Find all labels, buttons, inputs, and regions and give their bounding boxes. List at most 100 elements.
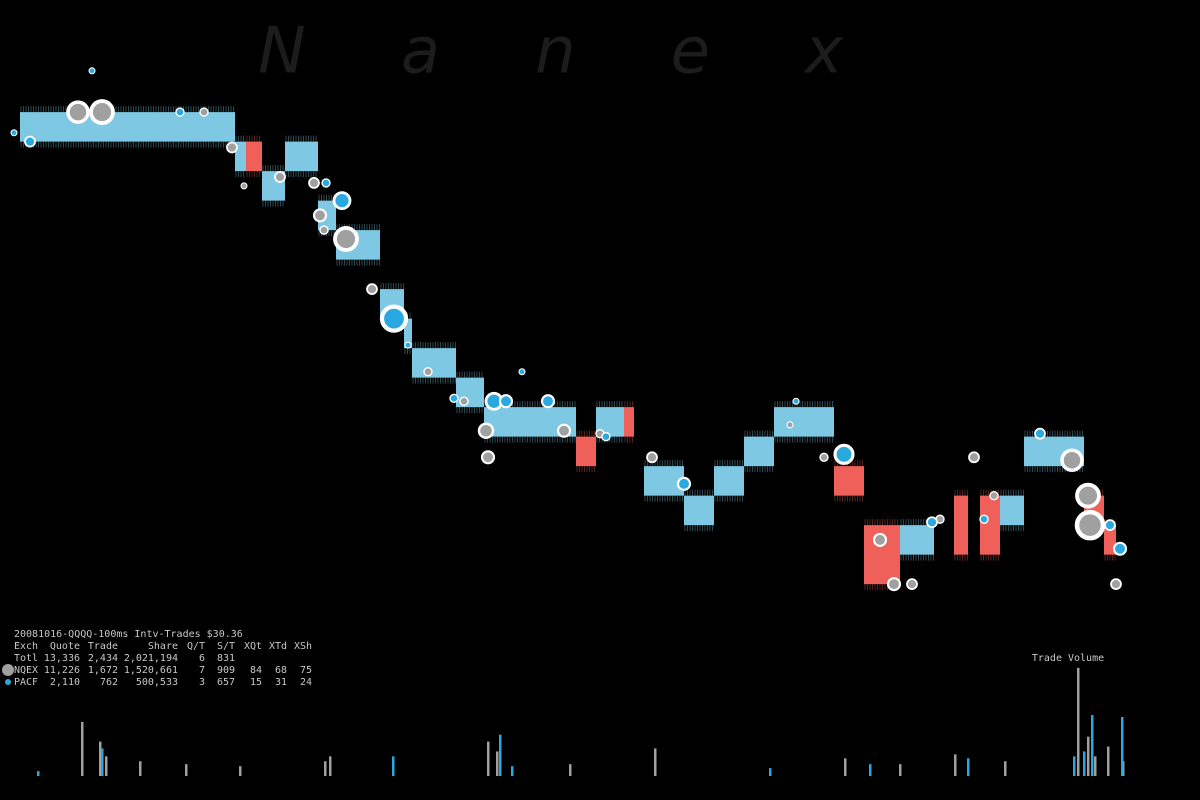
quote-spread (714, 466, 744, 496)
trade (274, 171, 286, 183)
volume-bar (324, 761, 327, 776)
volume-bar (1083, 751, 1086, 776)
trade (518, 368, 526, 376)
quote-spread (624, 407, 634, 437)
trade (10, 129, 18, 137)
quote-spread (285, 141, 318, 172)
volume-bar (1094, 756, 1097, 776)
chart-title: Trade Volume (1032, 653, 1104, 664)
trade (404, 341, 412, 349)
stats-cell: Q/T (187, 641, 205, 652)
volume-bar (869, 764, 872, 776)
stats-cell: 500,533 (136, 677, 178, 688)
volume-bar (967, 758, 970, 776)
legend-marker (2, 664, 14, 676)
stats-cell: 2,434 (88, 653, 118, 664)
stats-cell: Exch (14, 641, 38, 652)
volume-bar (392, 756, 395, 776)
stats-cell: 31 (275, 677, 287, 688)
trade (872, 532, 888, 547)
stats-cell: 831 (217, 653, 235, 664)
trade (175, 107, 185, 117)
stats-cell: 84 (250, 665, 262, 676)
trade (89, 99, 115, 126)
stats-cell: 68 (275, 665, 287, 676)
legend-marker (5, 679, 11, 685)
quote-spread (900, 525, 934, 555)
trade (646, 451, 658, 464)
trade (601, 431, 611, 442)
trade (1112, 541, 1128, 556)
stats-cell: 75 (300, 665, 312, 676)
trade (332, 191, 352, 211)
trade (1104, 519, 1116, 532)
trade (989, 490, 999, 501)
quote-spread (576, 436, 596, 467)
volume-bar (239, 766, 242, 776)
volume-bar (487, 741, 490, 776)
stats-cell: Share (148, 641, 178, 652)
volume-bar (511, 766, 514, 776)
quote-spread (744, 436, 774, 467)
trade (819, 452, 829, 462)
stats-cell: XSh (294, 641, 312, 652)
trade (926, 516, 938, 529)
trade (321, 178, 331, 188)
volume-bar (1087, 736, 1090, 776)
trade (477, 422, 495, 439)
trade (333, 226, 359, 252)
stats-cell: 2,110 (50, 677, 80, 688)
stats-cell: XTd (269, 641, 287, 652)
volume-bar (654, 748, 657, 776)
volume-bar (569, 764, 572, 776)
volume-bar (1004, 761, 1007, 776)
volume-bar (1121, 717, 1124, 776)
stats-cell: Trade (88, 641, 118, 652)
volume-bar (99, 741, 102, 776)
trade (676, 476, 692, 491)
trade (312, 208, 328, 223)
trade (1034, 427, 1046, 440)
volume-bar (105, 756, 108, 776)
trade (199, 107, 209, 117)
quote-spread (246, 141, 262, 172)
trade (1060, 448, 1084, 472)
volume-bar (769, 768, 772, 776)
trade (480, 450, 496, 465)
stats-cell: 7 (199, 665, 205, 676)
stats-cell: S/T (217, 641, 235, 652)
stats-title: 20081016-QQQQ-100ms Intv-Trades $30.36 (14, 629, 243, 640)
volume-bar (1091, 715, 1094, 776)
stats-cell: 657 (217, 677, 235, 688)
trade (786, 421, 794, 429)
trade (1110, 578, 1122, 591)
stats-cell: Totl (14, 653, 38, 664)
trade (1075, 482, 1101, 509)
trade (449, 393, 459, 403)
volume-bar (1077, 667, 1080, 776)
trade (226, 141, 238, 154)
quote-spread (404, 318, 412, 349)
stats-cell: 13,336 (44, 653, 80, 664)
quote-spread (412, 348, 456, 378)
volume-bar (101, 748, 104, 776)
trade (1074, 509, 1106, 541)
trade (833, 443, 855, 465)
trade (540, 394, 556, 409)
trade (968, 451, 980, 464)
volume-bar (185, 764, 188, 776)
trade (423, 367, 433, 377)
volume-bar (329, 756, 332, 776)
stats-cell: 3 (199, 677, 205, 688)
volume-bar (899, 764, 902, 776)
stats-cell: 1,520,661 (124, 665, 178, 676)
trade (66, 100, 90, 124)
trade (379, 304, 409, 333)
trade (906, 578, 918, 591)
trade (366, 283, 378, 295)
trade (319, 225, 329, 235)
trade (979, 514, 989, 524)
stats-cell: 6 (199, 653, 205, 664)
quote-spread (980, 495, 1000, 555)
